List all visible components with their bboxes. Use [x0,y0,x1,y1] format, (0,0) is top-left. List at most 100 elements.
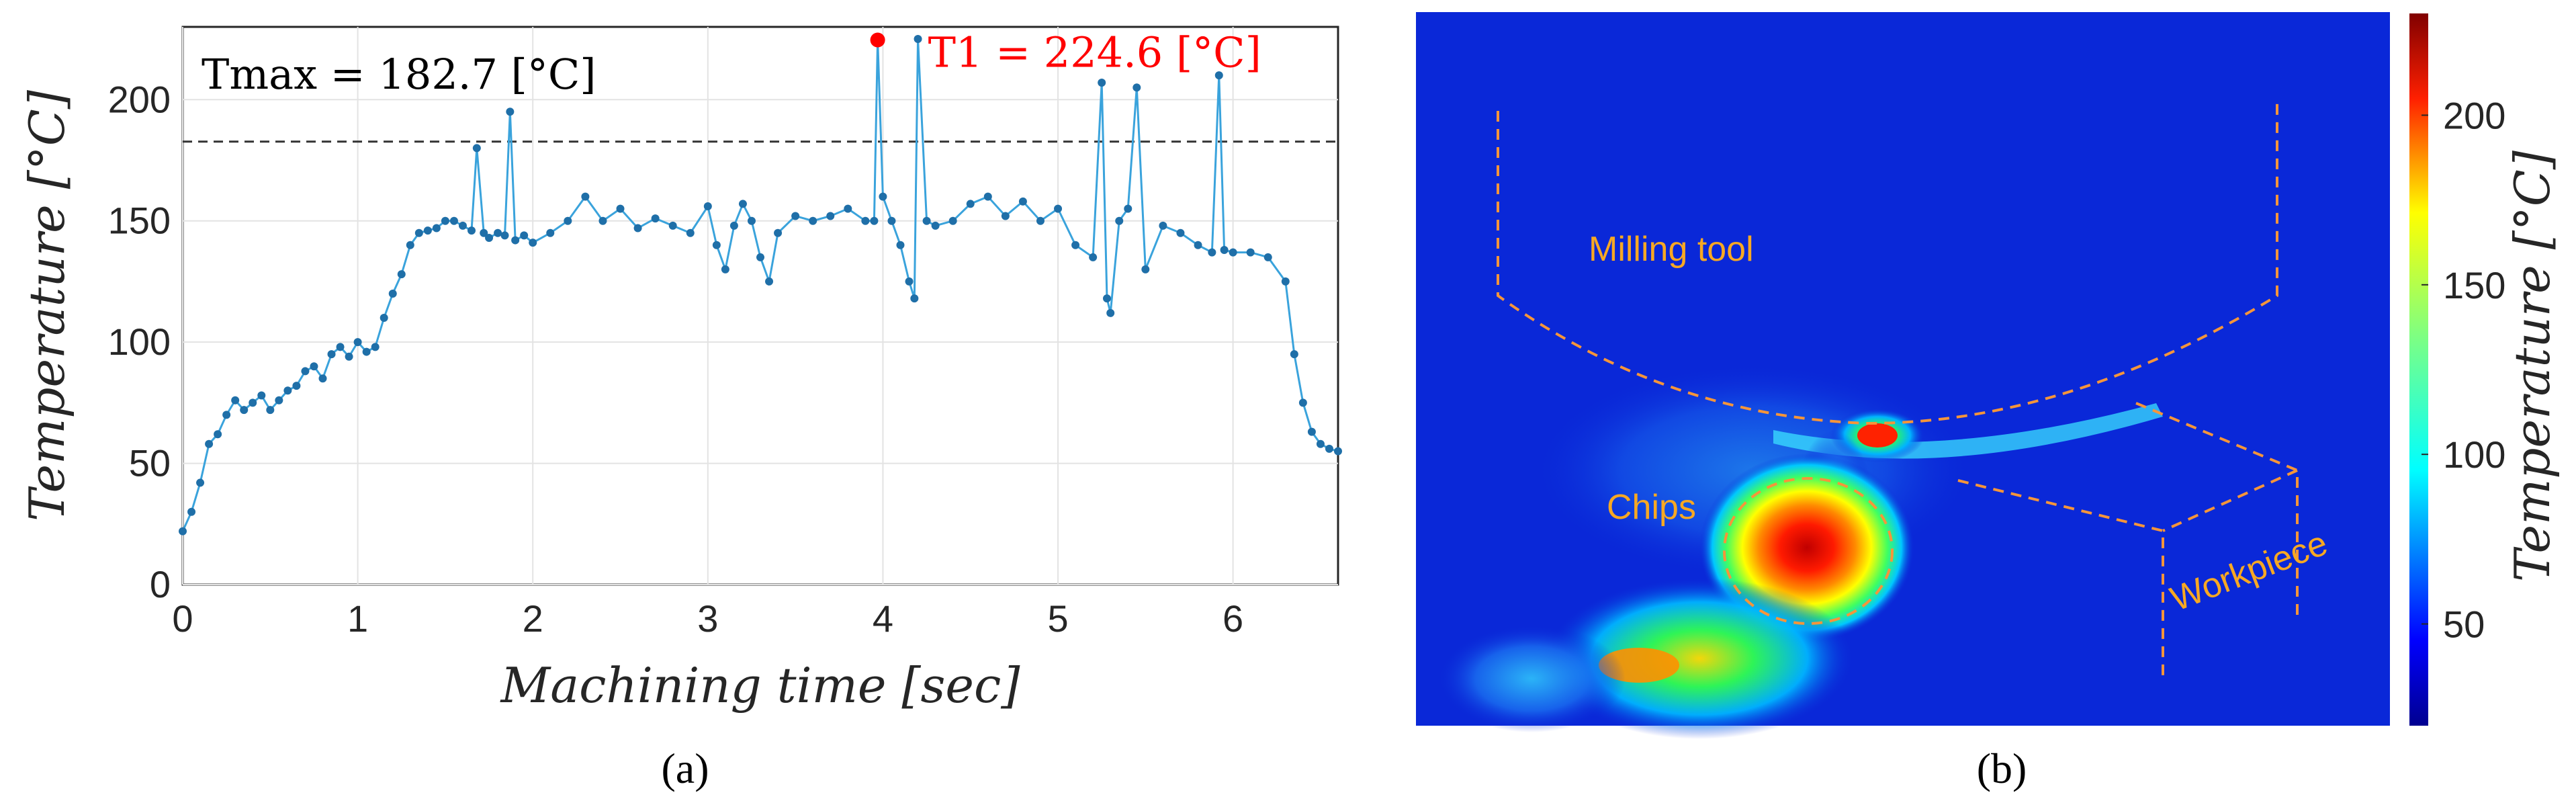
colorbar-tick-label: 100 [2443,433,2505,476]
data-point [205,439,214,448]
data-point [371,343,380,351]
data-point [905,277,914,286]
data-point [910,294,919,303]
data-point [983,192,992,201]
data-point [388,289,397,298]
data-point [500,231,509,240]
milling-tool-outline [1497,101,2278,425]
data-point [1115,216,1124,225]
panel-label-b: (b) [1977,745,2027,792]
data-point [362,347,371,356]
data-point [948,216,957,225]
data-point [1325,444,1333,453]
threshold-label: Tmax = 182.7 [°C] [202,50,596,99]
data-point [870,216,879,225]
data-point [1307,427,1316,436]
x-tick-label: 4 [873,597,893,640]
x-tick-label: 6 [1223,597,1243,640]
x-axis-label: Machining time [sec] [500,657,1021,714]
data-point [468,226,476,235]
data-point [1298,398,1307,407]
data-point [1054,204,1063,213]
data-point [1334,447,1342,456]
data-point [922,216,931,225]
data-point [1263,253,1272,261]
data-point [844,204,852,213]
data-point [1290,350,1298,359]
data-point [380,314,388,323]
data-point [301,367,310,376]
data-point [1124,204,1132,213]
colorbar-tick-label: 200 [2443,94,2505,136]
data-point [546,228,555,237]
grid-lines [182,27,1338,585]
data-point [397,270,406,279]
data-point [1089,253,1098,261]
y-tick-label: 100 [108,321,171,363]
data-point [879,192,887,201]
data-point [458,221,467,230]
workpiece-outline [1957,402,2299,679]
data-point [266,406,275,415]
plot-area [181,26,1339,586]
x-tick-label: 3 [697,597,718,640]
y-tick-label: 50 [129,442,171,484]
data-point [668,221,677,230]
milling-tool-label: Milling tool [1589,230,1754,269]
data-point [686,228,695,237]
data-point [345,352,353,361]
data-point [712,241,721,249]
data-point [423,226,432,235]
data-point [887,216,896,225]
data-point [914,35,922,44]
data-point [327,350,336,359]
data-point [432,224,441,232]
data-point [1214,71,1223,80]
y-tick-label: 150 [108,200,171,242]
colorbar [2409,13,2428,726]
data-point [633,224,642,232]
data-point [1018,197,1027,206]
data-point [729,221,738,230]
data-point [222,411,231,419]
data-point [257,391,266,400]
data-point [318,374,327,383]
region-outlines [1497,101,2299,679]
x-tick-label: 5 [1047,597,1068,640]
data-point [747,216,756,225]
data-point [494,228,502,237]
data-point [1246,248,1255,257]
temperature-line-chart: 0 1 2 3 4 5 6 0 50 100 150 200 Tmax = 182.7 [°C] T… [19,26,1342,792]
peak-marker [870,32,885,48]
data-point [896,241,905,249]
data-point [406,241,414,249]
data-point [1103,294,1111,303]
data-point [826,212,835,220]
y-tick-label: 0 [150,563,171,605]
data-point [1220,246,1229,254]
data-point [1159,221,1167,230]
data-point [931,221,940,230]
data-point [1316,439,1325,448]
data-point [598,216,607,225]
data-point [449,216,458,225]
data-point [1071,241,1080,249]
data-point [414,228,423,237]
temperature-points [179,35,1342,536]
y-axis-label: Temperature [°C] [19,89,75,521]
thermal-image-panel: Milling tool Chips Workpiece 50 100 150 200… [1397,0,2576,807]
colorbar-tick-label: 150 [2443,264,2505,306]
data-point [651,214,660,223]
data-point [485,233,494,242]
data-point [581,192,590,201]
y-tick-labels: 0 50 100 150 200 [108,78,171,605]
data-point [1141,265,1150,273]
data-point [472,144,481,153]
data-point [738,200,747,208]
data-point [616,204,625,213]
x-tick-label: 2 [523,597,543,640]
data-point [703,202,712,211]
data-point [283,386,292,395]
data-point [1229,248,1237,257]
data-point [1194,241,1202,249]
